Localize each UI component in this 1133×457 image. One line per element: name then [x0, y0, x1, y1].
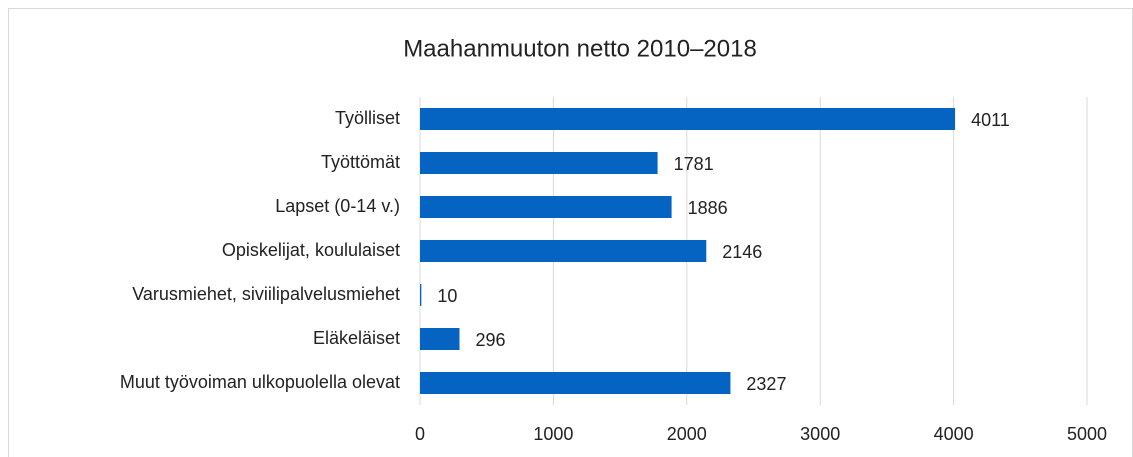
bar	[420, 240, 707, 262]
bar	[420, 328, 460, 350]
data-label: 1781	[674, 154, 714, 174]
data-label: 1886	[688, 198, 728, 218]
y-tick-label: Työlliset	[335, 108, 400, 128]
bar	[420, 196, 672, 218]
x-tick-label: 2000	[667, 424, 707, 444]
y-tick-label: Opiskelijat, koululaiset	[222, 240, 400, 260]
x-tick-label: 0	[415, 424, 425, 444]
x-tick-label: 5000	[1067, 424, 1107, 444]
x-tick-label: 1000	[533, 424, 573, 444]
bar	[420, 372, 731, 394]
y-tick-label: Työttömät	[321, 152, 400, 172]
data-label: 10	[437, 286, 457, 306]
data-label: 2327	[746, 374, 786, 394]
data-label: 2146	[722, 242, 762, 262]
x-tick-label: 3000	[800, 424, 840, 444]
y-tick-label: Muut työvoiman ulkopuolella olevat	[120, 372, 400, 392]
bar	[420, 152, 658, 174]
y-tick-label: Eläkeläiset	[313, 328, 400, 348]
data-label: 296	[475, 330, 505, 350]
data-label: 4011	[971, 110, 1010, 130]
y-tick-label: Varusmiehet, siviilipalvelusmiehet	[132, 284, 400, 304]
bar	[420, 284, 422, 306]
chart-title: Maahanmuuton netto 2010–2018	[403, 35, 757, 62]
bar	[420, 108, 956, 130]
x-tick-label: 4000	[934, 424, 974, 444]
y-tick-label: Lapset (0-14 v.)	[275, 196, 400, 216]
